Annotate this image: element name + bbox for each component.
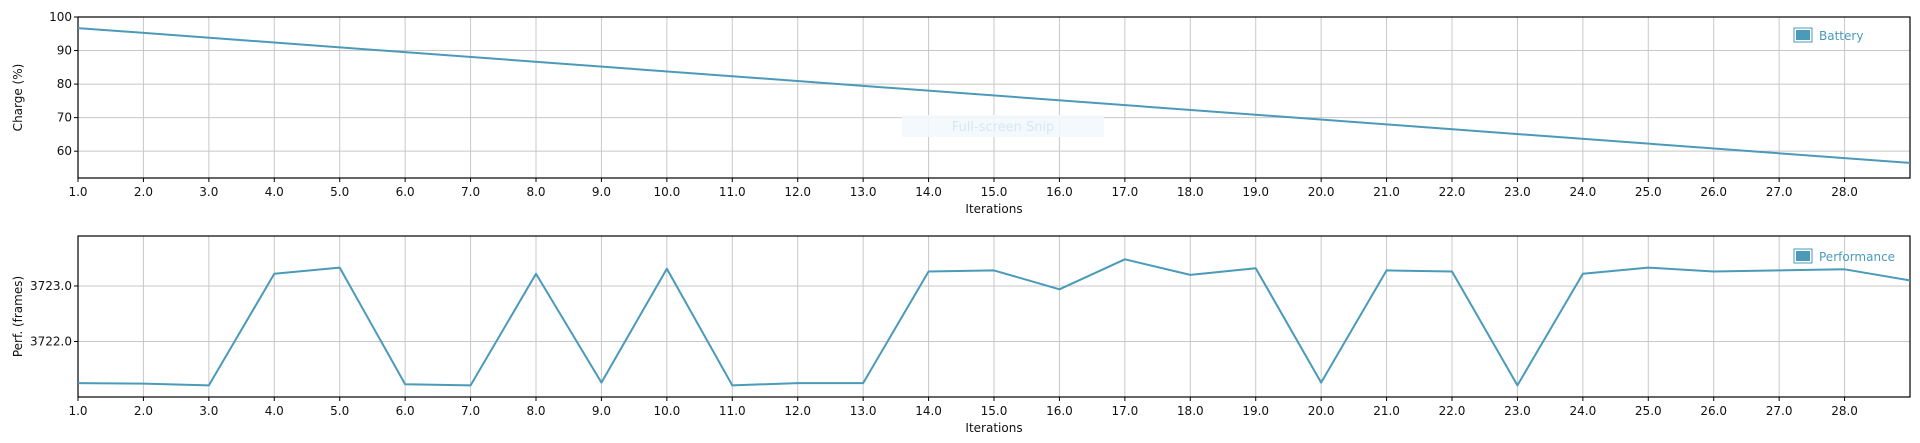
- performance-x-tick-label-4: 5.0: [330, 404, 349, 418]
- performance-x-tick-label-8: 9.0: [592, 404, 611, 418]
- performance-x-tick-label-1: 2.0: [134, 404, 153, 418]
- battery-legend-swatch: [1796, 30, 1810, 40]
- performance-legend: Performance: [1793, 248, 1895, 264]
- performance-legend-label: Performance: [1819, 250, 1895, 264]
- battery-x-tick-label-2: 3.0: [199, 185, 218, 199]
- battery-x-tick-label-20: 21.0: [1373, 185, 1400, 199]
- battery-x-tick-label-16: 17.0: [1111, 185, 1138, 199]
- performance-x-tick-label-21: 22.0: [1439, 404, 1466, 418]
- performance-x-tick-label-14: 15.0: [981, 404, 1008, 418]
- performance-x-tick-label-24: 25.0: [1635, 404, 1662, 418]
- battery-x-tick-label-15: 16.0: [1046, 185, 1073, 199]
- performance-x-tick-label-0: 1.0: [68, 404, 87, 418]
- battery-x-tick-label-25: 26.0: [1700, 185, 1727, 199]
- performance-x-tick-label-27: 28.0: [1831, 404, 1858, 418]
- battery-x-tick-label-6: 7.0: [461, 185, 480, 199]
- battery-y-tick-label-3: 90: [57, 44, 72, 58]
- battery-x-tick-label-8: 9.0: [592, 185, 611, 199]
- battery-x-tick-label-1: 2.0: [134, 185, 153, 199]
- snip-overlay-box: [902, 115, 1104, 137]
- battery-x-tick-label-17: 18.0: [1177, 185, 1204, 199]
- performance-x-tick-label-7: 8.0: [526, 404, 545, 418]
- snip-overlay-label: Full-screen Snip: [952, 120, 1055, 135]
- battery-y-tick-label-1: 70: [57, 111, 72, 125]
- performance-x-tick-label-2: 3.0: [199, 404, 218, 418]
- performance-x-axis-title: Iterations: [965, 421, 1022, 435]
- battery-x-tick-label-22: 23.0: [1504, 185, 1531, 199]
- battery-x-tick-label-19: 20.0: [1308, 185, 1335, 199]
- performance-y-tick-label-0: 3722.0: [30, 334, 72, 348]
- battery-x-tick-label-11: 12.0: [784, 185, 811, 199]
- performance-chart: 1.0 2.0 3.0 4.0 5.0 6.0 7.0 8.0 9.0 10.0 11.0 12.0 1…: [11, 235, 1911, 435]
- performance-x-tick-label-6: 7.0: [461, 404, 480, 418]
- battery-y-tick-label-0: 60: [57, 144, 72, 158]
- battery-grid: [77, 16, 1910, 178]
- battery-x-tick-label-12: 13.0: [850, 185, 877, 199]
- battery-x-tick-label-27: 28.0: [1831, 185, 1858, 199]
- performance-x-tick-label-5: 6.0: [396, 404, 415, 418]
- battery-x-tick-label-13: 14.0: [915, 185, 942, 199]
- performance-x-tick-label-20: 21.0: [1373, 404, 1400, 418]
- battery-x-tick-label-14: 15.0: [981, 185, 1008, 199]
- battery-y-tick-label-2: 80: [57, 77, 72, 91]
- battery-x-tick-label-23: 24.0: [1569, 185, 1596, 199]
- performance-legend-swatch: [1796, 251, 1810, 261]
- performance-y-axis-title: Perf. (frames): [11, 276, 25, 357]
- battery-x-axis-title: Iterations: [965, 202, 1022, 216]
- performance-x-tick-label-13: 14.0: [915, 404, 942, 418]
- battery-x-tick-label-7: 8.0: [526, 185, 545, 199]
- battery-chart: 1.0 2.0 3.0 4.0 5.0 6.0 7.0 8.0 9.0 10.0 11.0 12.0 1…: [11, 10, 1911, 216]
- performance-x-tick-label-10: 11.0: [719, 404, 746, 418]
- performance-x-tick-label-19: 20.0: [1308, 404, 1335, 418]
- performance-series-line-0: [77, 258, 1911, 387]
- battery-x-tick-label-3: 4.0: [265, 185, 284, 199]
- performance-x-tick-label-15: 16.0: [1046, 404, 1073, 418]
- performance-grid: [77, 236, 1910, 397]
- battery-y-axis-title: Charge (%): [11, 64, 25, 132]
- battery-x-tick-label-21: 22.0: [1439, 185, 1466, 199]
- performance-x-tick-label-3: 4.0: [265, 404, 284, 418]
- performance-x-tick-label-11: 12.0: [784, 404, 811, 418]
- battery-legend: Battery: [1793, 27, 1863, 43]
- battery-y-tick-label-4: 100: [49, 10, 72, 24]
- battery-x-tick-label-4: 5.0: [330, 185, 349, 199]
- performance-x-tick-label-18: 19.0: [1242, 404, 1269, 418]
- performance-x-tick-label-16: 17.0: [1111, 404, 1138, 418]
- performance-x-tick-label-25: 26.0: [1700, 404, 1727, 418]
- snip-overlay: Full-screen Snip: [902, 115, 1104, 137]
- performance-y-tick-label-1: 3723.0: [30, 279, 72, 293]
- battery-x-tick-label-24: 25.0: [1635, 185, 1662, 199]
- performance-x-tick-label-22: 23.0: [1504, 404, 1531, 418]
- performance-x-tick-label-26: 27.0: [1766, 404, 1793, 418]
- performance-x-tick-label-23: 24.0: [1569, 404, 1596, 418]
- performance-x-tick-label-9: 10.0: [653, 404, 680, 418]
- battery-x-tick-label-5: 6.0: [396, 185, 415, 199]
- battery-x-tick-label-10: 11.0: [719, 185, 746, 199]
- battery-x-tick-label-0: 1.0: [68, 185, 87, 199]
- battery-x-tick-label-9: 10.0: [653, 185, 680, 199]
- battery-series-line-0: [77, 27, 1911, 164]
- performance-x-tick-label-12: 13.0: [850, 404, 877, 418]
- performance-x-tick-label-17: 18.0: [1177, 404, 1204, 418]
- battery-x-tick-label-26: 27.0: [1766, 185, 1793, 199]
- battery-x-tick-label-18: 19.0: [1242, 185, 1269, 199]
- battery-legend-label: Battery: [1819, 29, 1863, 43]
